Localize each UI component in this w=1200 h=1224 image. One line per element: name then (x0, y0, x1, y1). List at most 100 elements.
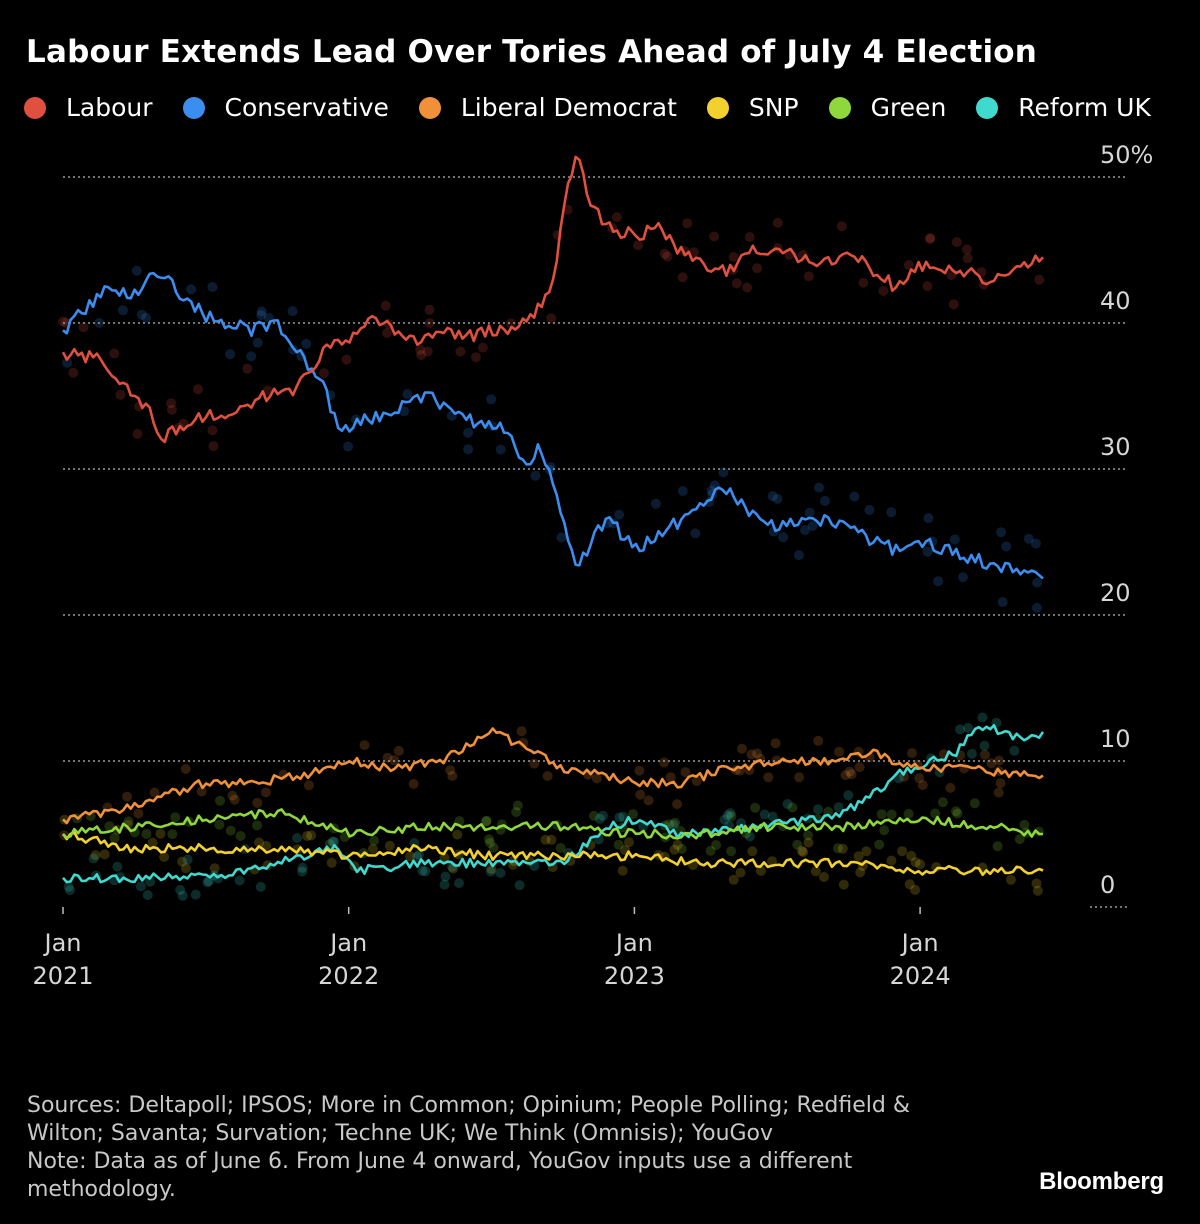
poll-dot (136, 309, 147, 320)
poll-dots-layer (58, 204, 1045, 901)
poll-dots-labour (58, 204, 1045, 452)
poll-dot (235, 831, 246, 841)
poll-dot (415, 344, 426, 355)
poll-dot (772, 493, 783, 504)
poll-dot (1030, 538, 1041, 549)
poll-dot (969, 798, 980, 809)
x-tick-month: Jan (900, 929, 939, 957)
poll-dot (635, 789, 646, 800)
x-tick-month: Jan (328, 929, 367, 957)
poll-dot (1019, 819, 1030, 830)
poll-dot (759, 809, 770, 820)
poll-dot (287, 306, 298, 317)
poll-dot (414, 849, 424, 860)
poll-dot (408, 778, 419, 789)
poll-dot (118, 305, 128, 316)
poll-dot (814, 482, 824, 493)
poll-dot (737, 743, 747, 754)
poll-dot (471, 352, 481, 363)
poll-dot (159, 852, 170, 862)
poll-dot (177, 890, 188, 901)
poll-dot (728, 874, 739, 885)
series-line-snp (61, 831, 1044, 877)
series-lines (61, 155, 1045, 884)
poll-dot (922, 281, 933, 292)
poll-dot (215, 795, 225, 806)
poll-dot (836, 221, 847, 232)
poll-dot (755, 865, 766, 876)
poll-dot (853, 851, 864, 862)
series-line-conservative (62, 271, 1044, 580)
poll-dot (690, 528, 701, 539)
poll-dot (591, 773, 602, 784)
y-tick-label: 0 (1100, 871, 1115, 899)
poll-dot (803, 271, 814, 282)
poll-dot (1001, 541, 1012, 552)
poll-dot (141, 312, 152, 323)
poll-dot (659, 248, 670, 259)
poll-dot (115, 389, 126, 400)
poll-dot (225, 825, 236, 836)
poll-dot (167, 829, 178, 840)
poll-dot (214, 819, 225, 830)
poll-dot (180, 764, 191, 774)
poll-dot (301, 338, 312, 349)
series-line-reform-uk (62, 724, 1045, 884)
poll-dot (922, 546, 933, 557)
poll-dot (772, 217, 783, 228)
series-line-liberal-democrat (62, 727, 1044, 825)
poll-dot (800, 525, 810, 536)
poll-dot (341, 354, 352, 365)
poll-dot (424, 304, 435, 315)
poll-dot (229, 794, 240, 805)
poll-dot (995, 778, 1006, 789)
poll-dot (484, 834, 494, 845)
y-tick-label: 30 (1100, 433, 1131, 461)
poll-dot (767, 811, 778, 822)
poll-dot (612, 212, 622, 223)
poll-dot (439, 879, 450, 890)
poll-dot (382, 328, 392, 338)
poll-dot (691, 776, 702, 786)
poll-dot (728, 252, 739, 262)
poll-dot (180, 863, 191, 874)
chart-title: Labour Extends Lead Over Tories Ahead of… (26, 34, 1038, 70)
poll-dot (208, 441, 219, 452)
poll-dot (166, 404, 177, 415)
legend-swatch-libdem (418, 96, 441, 119)
poll-dot (227, 790, 238, 801)
poll-dot (540, 834, 551, 845)
poll-dot (486, 864, 497, 875)
poll-dot (516, 726, 527, 737)
poll-dot (297, 862, 308, 873)
poll-dot (659, 757, 670, 768)
legend-label-reform: Reform UK (1018, 93, 1151, 122)
poll-dot (750, 802, 761, 813)
poll-dot (731, 278, 742, 289)
poll-dot (768, 526, 779, 537)
poll-dot (833, 802, 844, 813)
poll-dot (463, 427, 474, 438)
poll-dot (382, 752, 393, 763)
poll-dot (886, 809, 897, 820)
poll-dot (864, 504, 875, 515)
poll-dot (933, 576, 944, 587)
poll-dot (306, 830, 317, 841)
series-line-green (62, 808, 1044, 840)
poll-dot (78, 322, 89, 333)
poll-dot (662, 251, 673, 262)
legend-item-libdem: Liberal Democrat (418, 93, 677, 122)
poll-dot (763, 772, 774, 783)
poll-dot (979, 749, 990, 760)
poll-dot (996, 527, 1007, 538)
x-tick-year: 2024 (890, 962, 951, 990)
poll-dot (142, 890, 153, 900)
poll-dot (88, 853, 99, 864)
poll-dot (949, 534, 960, 545)
poll-dot (725, 808, 736, 819)
poll-dot (803, 837, 814, 848)
poll-dot (794, 772, 805, 783)
poll-dot (556, 532, 567, 543)
poll-dot (813, 804, 823, 815)
poll-dot (668, 819, 679, 830)
